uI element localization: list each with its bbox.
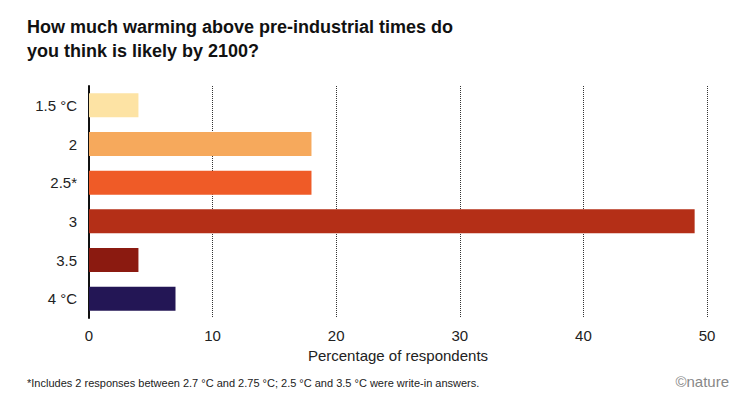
- svg-text:3: 3: [69, 213, 77, 230]
- svg-text:0: 0: [85, 327, 93, 344]
- svg-text:*Includes 2 responses between: *Includes 2 responses between 2.7 °C and…: [27, 377, 479, 389]
- svg-text:How much warming above pre-ind: How much warming above pre-industrial ti…: [27, 17, 458, 37]
- svg-text:30: 30: [451, 327, 468, 344]
- svg-text:50: 50: [699, 327, 716, 344]
- svg-text:20: 20: [328, 327, 345, 344]
- svg-text:10: 10: [204, 327, 221, 344]
- svg-text:Percentage of respondents: Percentage of respondents: [308, 347, 488, 364]
- svg-text:2.5*: 2.5*: [50, 174, 77, 191]
- svg-text:4 °C: 4 °C: [48, 290, 78, 307]
- svg-text:40: 40: [575, 327, 592, 344]
- svg-text:©nature: ©nature: [675, 373, 729, 390]
- svg-text:2: 2: [69, 136, 77, 153]
- svg-text:3.5: 3.5: [56, 252, 77, 269]
- svg-text:1.5 °C: 1.5 °C: [35, 97, 77, 114]
- svg-text:you think is likely by 2100?: you think is likely by 2100?: [27, 41, 259, 61]
